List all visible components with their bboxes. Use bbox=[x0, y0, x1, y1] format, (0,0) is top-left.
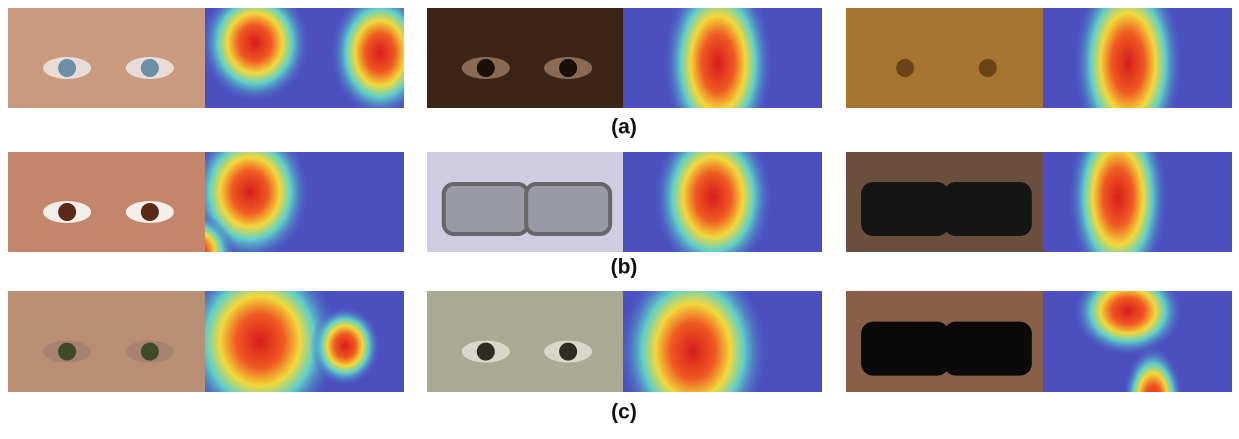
face-photo bbox=[846, 8, 1043, 108]
iris bbox=[559, 343, 577, 361]
image-pair bbox=[846, 266, 1232, 434]
iris bbox=[559, 59, 577, 77]
image-pair bbox=[8, 0, 430, 118]
heatmap bbox=[623, 117, 822, 277]
iris bbox=[896, 59, 914, 77]
heatmap bbox=[1043, 0, 1232, 163]
iris bbox=[141, 343, 159, 361]
image-pair bbox=[427, 117, 822, 277]
face-photo bbox=[427, 8, 623, 108]
heat-spot bbox=[663, 0, 773, 158]
image-pair bbox=[846, 102, 1232, 292]
glasses-lens bbox=[946, 324, 1030, 374]
iris bbox=[477, 343, 495, 361]
glasses-lens bbox=[863, 184, 947, 234]
iris bbox=[979, 59, 997, 77]
iris bbox=[58, 343, 76, 361]
heatmap bbox=[1043, 266, 1232, 434]
iris bbox=[58, 59, 76, 77]
heatmap bbox=[623, 0, 822, 158]
heatmap bbox=[180, 251, 404, 431]
iris bbox=[141, 59, 159, 77]
face-photo bbox=[8, 152, 205, 252]
image-pair bbox=[8, 122, 404, 292]
heat-spot bbox=[1068, 102, 1168, 292]
iris bbox=[141, 203, 159, 221]
figure: (a) (b) (c) bbox=[0, 0, 1239, 434]
row-label: (c) bbox=[611, 401, 637, 424]
face-photo bbox=[8, 8, 205, 108]
heat-spot bbox=[310, 306, 380, 386]
iris bbox=[477, 59, 495, 77]
heat-spot bbox=[618, 256, 768, 434]
row-label: (b) bbox=[611, 256, 638, 279]
heat-spot bbox=[1073, 0, 1183, 163]
iris bbox=[58, 203, 76, 221]
heatmap bbox=[200, 0, 430, 118]
page: (a) (b) (c) (() => { const data = JSON.p… bbox=[0, 0, 1239, 434]
heat-spot bbox=[1073, 266, 1183, 356]
heatmap bbox=[618, 256, 822, 434]
face-photo bbox=[427, 291, 623, 392]
heat-spot bbox=[653, 117, 773, 277]
glasses-lens bbox=[946, 184, 1030, 234]
image-pair bbox=[8, 251, 404, 431]
face-photo bbox=[8, 291, 205, 392]
heatmap bbox=[1043, 102, 1232, 292]
glasses-lens bbox=[526, 184, 610, 234]
glasses-lens bbox=[444, 184, 528, 234]
row-label: (a) bbox=[611, 116, 637, 139]
image-pair bbox=[846, 0, 1232, 163]
glasses-lens bbox=[863, 324, 947, 374]
